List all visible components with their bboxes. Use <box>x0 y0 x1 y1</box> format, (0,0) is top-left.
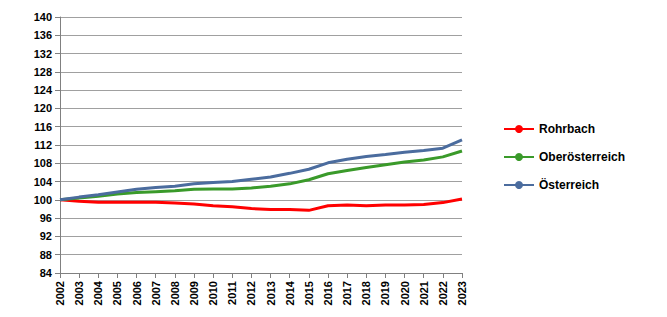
svg-text:2020: 2020 <box>399 281 411 305</box>
svg-text:2010: 2010 <box>207 281 219 305</box>
svg-text:2006: 2006 <box>131 281 143 305</box>
svg-text:2003: 2003 <box>73 281 85 305</box>
svg-text:2017: 2017 <box>341 281 353 305</box>
svg-text:2022: 2022 <box>437 281 449 305</box>
svg-text:2011: 2011 <box>226 281 238 305</box>
svg-text:2016: 2016 <box>322 281 334 305</box>
svg-text:124: 124 <box>34 84 53 96</box>
svg-text:112: 112 <box>34 139 52 151</box>
svg-text:2002: 2002 <box>54 281 66 305</box>
svg-text:88: 88 <box>40 249 52 261</box>
svg-text:2013: 2013 <box>265 281 277 305</box>
svg-text:128: 128 <box>34 66 52 78</box>
svg-text:2019: 2019 <box>379 281 391 305</box>
svg-text:116: 116 <box>34 121 52 133</box>
svg-text:2014: 2014 <box>284 280 296 305</box>
svg-text:2015: 2015 <box>303 281 315 305</box>
svg-text:100: 100 <box>34 194 52 206</box>
svg-text:2018: 2018 <box>360 281 372 305</box>
svg-text:104: 104 <box>34 176 53 188</box>
svg-text:92: 92 <box>40 230 52 242</box>
svg-text:2005: 2005 <box>111 281 123 305</box>
svg-text:Rohrbach: Rohrbach <box>539 122 595 136</box>
svg-text:2021: 2021 <box>418 281 430 305</box>
svg-text:108: 108 <box>34 157 52 169</box>
svg-text:2012: 2012 <box>245 281 257 305</box>
svg-text:2008: 2008 <box>169 281 181 305</box>
svg-text:2004: 2004 <box>92 280 104 305</box>
svg-text:136: 136 <box>34 29 52 41</box>
svg-text:Österreich: Österreich <box>539 177 599 192</box>
svg-text:2023: 2023 <box>456 281 468 305</box>
svg-text:120: 120 <box>34 102 52 114</box>
svg-text:140: 140 <box>34 11 52 23</box>
svg-text:Oberösterreich: Oberösterreich <box>539 150 625 164</box>
svg-text:96: 96 <box>40 212 52 224</box>
svg-text:84: 84 <box>40 267 53 279</box>
svg-text:2007: 2007 <box>150 281 162 305</box>
svg-text:2009: 2009 <box>188 281 200 305</box>
svg-text:132: 132 <box>34 48 52 60</box>
